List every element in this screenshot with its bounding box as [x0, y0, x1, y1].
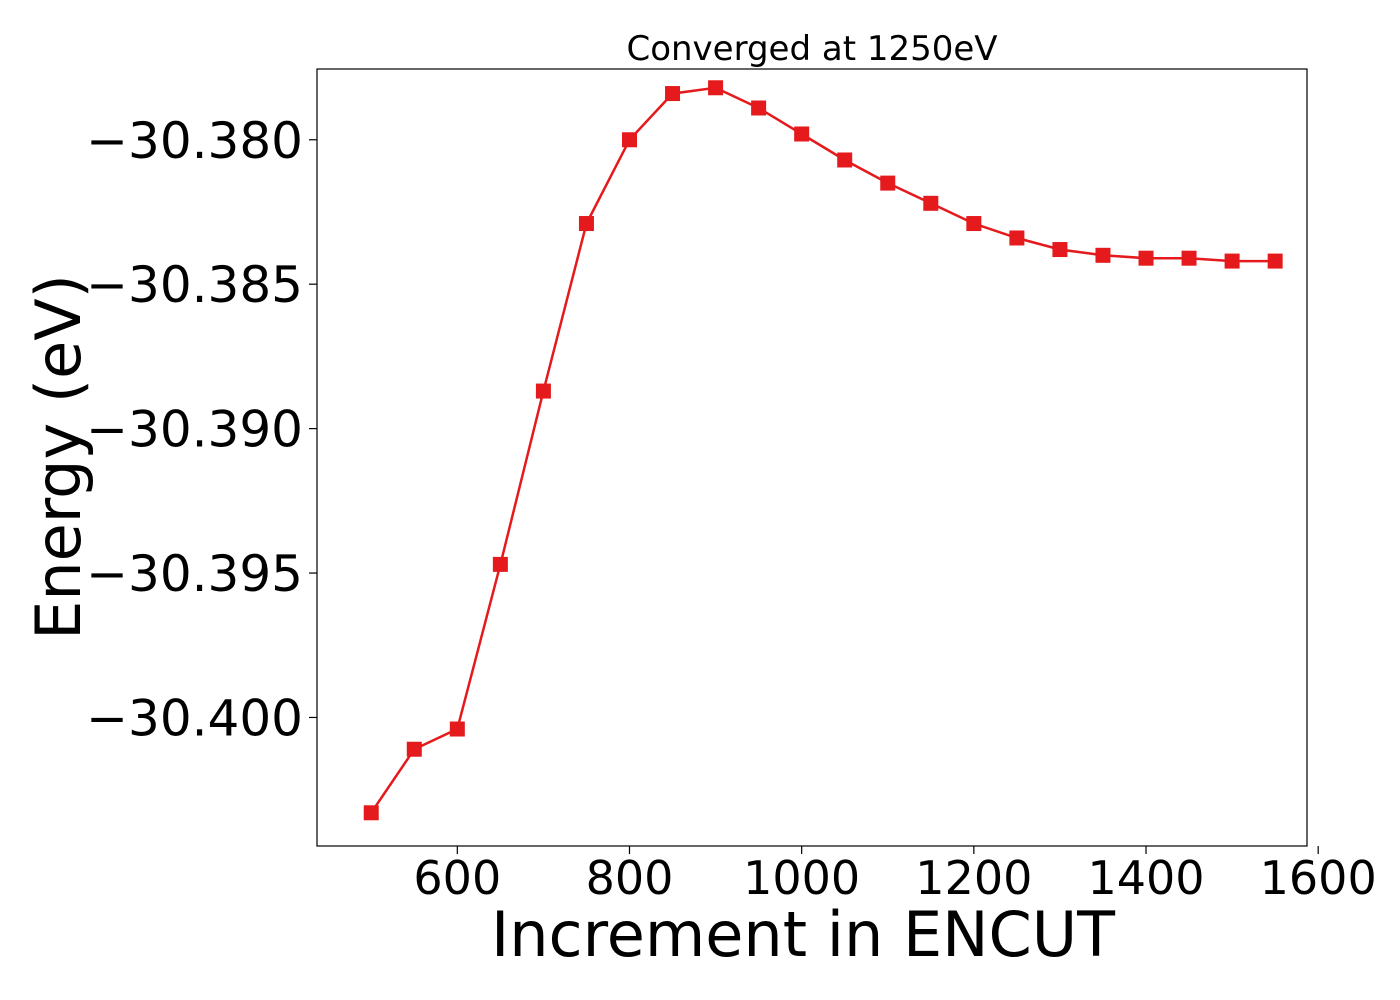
data-point-marker: [751, 100, 767, 116]
x-tick-label: 600: [413, 851, 501, 905]
data-point-marker: [923, 195, 939, 211]
y-tick-label: −30.395: [86, 545, 303, 603]
x-tick-label: 1600: [1260, 851, 1377, 905]
y-tick-label: −30.400: [86, 689, 303, 747]
series-layer: [363, 80, 1283, 821]
data-point-marker: [621, 132, 637, 148]
data-point-marker: [363, 805, 379, 821]
data-point-marker: [578, 216, 594, 232]
data-point-marker: [837, 152, 853, 168]
data-point-marker: [1181, 250, 1197, 266]
x-axis: 600 800 1000 1200 1400 1600: [413, 846, 1377, 905]
data-point-marker: [1009, 230, 1025, 246]
data-point-marker: [449, 721, 465, 737]
data-point-marker: [1224, 253, 1240, 269]
data-point-marker: [708, 80, 724, 96]
data-point-marker: [665, 86, 681, 102]
data-point-marker: [406, 741, 422, 757]
data-point-marker: [966, 216, 982, 232]
data-point-marker: [1138, 250, 1154, 266]
y-tick-label: −30.385: [86, 256, 303, 314]
data-point-marker: [1095, 247, 1111, 263]
data-point-marker: [880, 175, 896, 191]
data-point-marker: [1052, 242, 1068, 258]
y-tick-label: −30.380: [86, 112, 303, 170]
x-tick-label: 800: [586, 851, 674, 905]
data-point-marker: [794, 126, 810, 142]
y-axis: −30.380 −30.385 −30.390 −30.395 −30.400: [86, 112, 317, 747]
data-point-marker: [535, 383, 551, 399]
data-point-marker: [492, 556, 508, 572]
x-axis-label: Increment in ENCUT: [491, 898, 1116, 971]
chart-title: Converged at 1250eV: [626, 29, 997, 69]
data-point-marker: [1267, 253, 1283, 269]
y-axis-label: Energy (eV): [22, 274, 95, 640]
x-tick-label: 1000: [743, 851, 860, 905]
x-tick-label: 1400: [1087, 851, 1204, 905]
x-tick-label: 1200: [915, 851, 1032, 905]
plot-area-frame: [316, 68, 1308, 847]
y-tick-label: −30.390: [86, 401, 303, 459]
series-line: [370, 86, 1276, 814]
